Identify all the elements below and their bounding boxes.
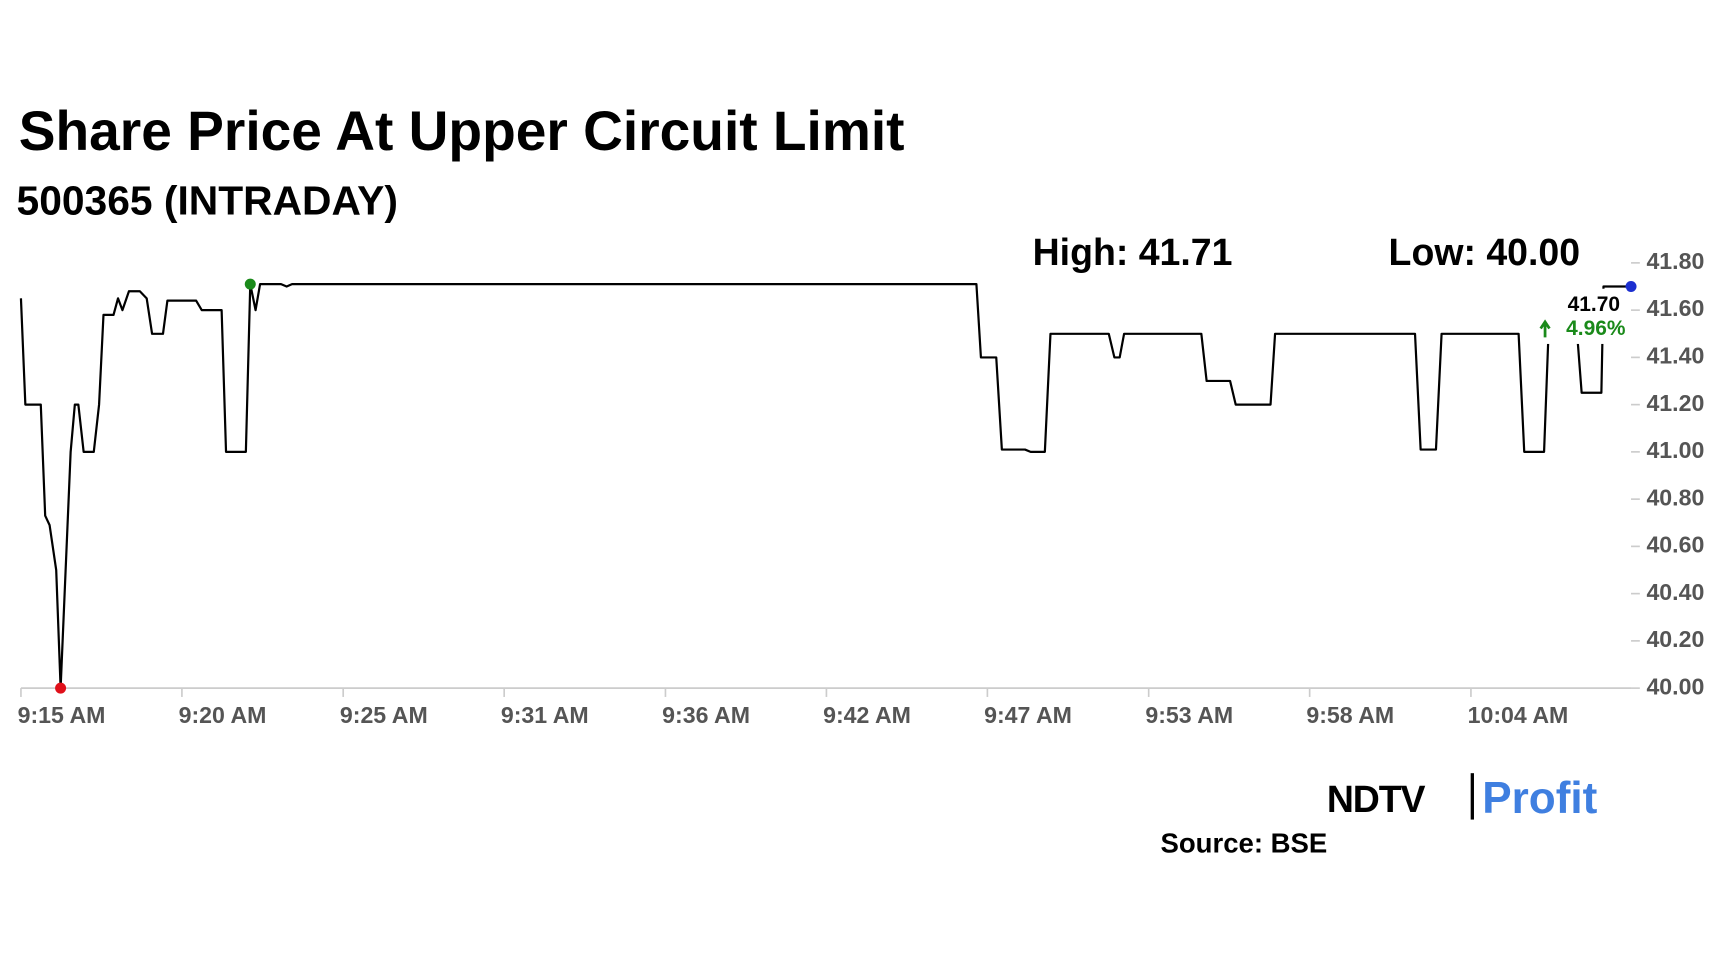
low-marker <box>55 682 67 694</box>
x-tick-label: 9:53 AM <box>1145 702 1233 728</box>
x-tick-label: 9:31 AM <box>501 702 589 728</box>
plot: 9:15 AM 9:20 AM 9:25 AM 9:31 AM 9:36 AM 9:42 … <box>18 248 1705 728</box>
y-tick-label: 40.00 <box>1646 673 1704 699</box>
last-marker <box>1625 280 1637 293</box>
x-tick-label: 9:15 AM <box>18 702 106 728</box>
x-tick-label: 9:58 AM <box>1306 702 1394 728</box>
y-tick-label: 41.00 <box>1646 437 1704 463</box>
x-tick-label: 9:36 AM <box>662 702 750 728</box>
chart-title: Share Price At Upper Circuit Limit <box>19 100 905 162</box>
last-label-box <box>1540 288 1627 344</box>
x-tick-label: 9:20 AM <box>179 702 267 728</box>
x-tick-label: 10:04 AM <box>1468 702 1569 728</box>
y-tick-label: 40.60 <box>1646 531 1704 557</box>
y-tick-label: 41.60 <box>1646 295 1704 321</box>
logo-profit: Profit <box>1482 774 1597 823</box>
price-line <box>19 282 1632 690</box>
y-tick-label: 40.80 <box>1646 484 1704 510</box>
last-label: 41.70 <box>1568 293 1620 316</box>
low-label: Low: 40.00 <box>1389 231 1581 273</box>
y-tick-label: 41.80 <box>1646 248 1704 274</box>
y-tick-label: 41.20 <box>1646 390 1704 416</box>
chart-subtitle: 500365 (INTRADAY) <box>17 177 398 223</box>
logo-ndtv: NDTV <box>1327 778 1426 820</box>
x-tick-label: 9:42 AM <box>823 702 911 728</box>
x-tick-label: 9:47 AM <box>984 702 1072 728</box>
source: Source: BSE <box>1160 828 1327 859</box>
up-arrow <box>1539 319 1551 338</box>
y-tick-label: 40.20 <box>1646 626 1704 652</box>
high-label: High: 41.71 <box>1033 231 1233 273</box>
high-marker <box>244 278 256 290</box>
change-label: 4.96% <box>1566 317 1626 340</box>
y-tick-label: 40.40 <box>1646 579 1704 605</box>
x-tick-label: 9:25 AM <box>340 702 428 728</box>
y-tick-label: 41.40 <box>1646 342 1704 368</box>
